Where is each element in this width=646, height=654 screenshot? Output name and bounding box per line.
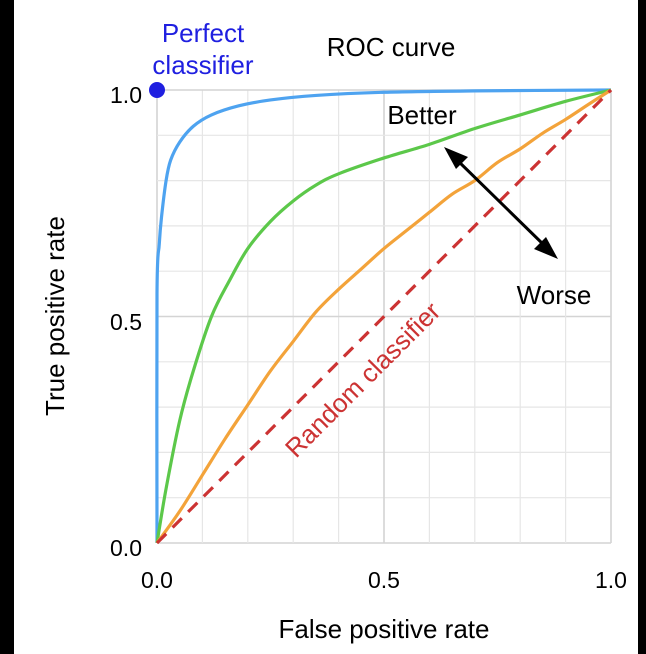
series-line-0 — [155, 88, 612, 544]
series-group — [155, 88, 613, 545]
perfect-label-line2: classifier — [152, 50, 253, 80]
better-worse-arrow — [444, 147, 558, 259]
better-label: Better — [387, 100, 457, 130]
x-tick-1: 1.0 — [595, 567, 627, 593]
perfect-label-line1: Perfect — [162, 18, 245, 48]
random-classifier-label: Random classifier — [279, 296, 447, 464]
series-line-2 — [155, 88, 612, 544]
worse-label: Worse — [517, 280, 592, 310]
y-tick-1: 1.0 — [110, 82, 142, 108]
y-axis-label: True positive rate — [40, 216, 70, 416]
x-axis-label: False positive rate — [279, 614, 490, 644]
roc-chart: 1.0 0.5 0.0 0.0 0.5 1.0 False positive r… — [40, 18, 627, 644]
chart-title: ROC curve — [327, 32, 456, 62]
series-line-1 — [155, 88, 612, 544]
series-line-3 — [155, 88, 613, 545]
x-tick-0: 0.0 — [141, 567, 173, 593]
roc-chart-card: 1.0 0.5 0.0 0.0 0.5 1.0 False positive r… — [14, 0, 638, 654]
y-tick-0: 0.0 — [110, 535, 142, 561]
y-tick-05: 0.5 — [110, 309, 142, 335]
perfect-classifier-point — [149, 82, 165, 98]
x-tick-05: 0.5 — [368, 567, 400, 593]
